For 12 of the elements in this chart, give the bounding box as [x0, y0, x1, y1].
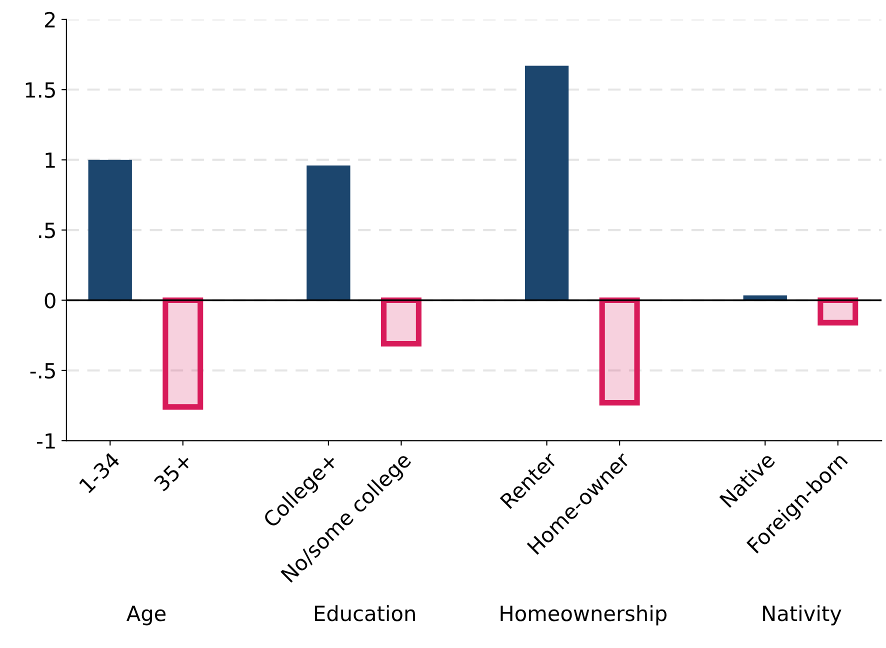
y-tick-label: .5: [39, 222, 55, 238]
y-tick-label: 2: [45, 12, 55, 28]
y-tick-label: 0: [44, 292, 56, 308]
y-tick-label: -.5: [30, 363, 55, 379]
text: Nativity: [763, 605, 842, 626]
text: Homeownership: [500, 605, 667, 626]
y-tick-label: -1: [36, 433, 55, 449]
y-tick-label: 1: [46, 152, 55, 168]
y-tick-label: 1.5: [26, 82, 55, 98]
text: Age: [126, 606, 166, 626]
x-tick-label: 35+: [153, 452, 193, 492]
text: Education: [315, 605, 415, 622]
